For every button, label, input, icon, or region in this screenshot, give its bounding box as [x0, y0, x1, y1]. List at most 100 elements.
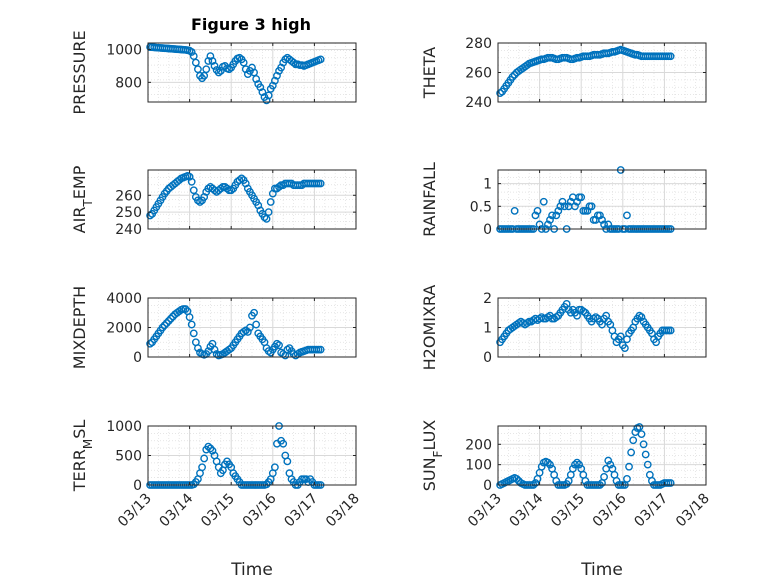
data-point	[531, 211, 540, 220]
y-tick-label: 200	[465, 437, 492, 453]
subplot-6: 0 1 2 H2OMIXRA	[420, 285, 707, 371]
data-series	[146, 171, 325, 223]
data-point	[510, 206, 519, 215]
data-point	[600, 472, 608, 481]
data-point	[181, 305, 190, 313]
data-point	[581, 477, 590, 485]
data-point	[214, 68, 223, 77]
data-point	[187, 320, 196, 329]
data-point	[160, 321, 169, 330]
y-tick-label: 250	[115, 205, 142, 221]
data-point	[237, 174, 246, 183]
data-point	[531, 479, 540, 487]
plot-area	[498, 170, 706, 229]
data-series	[146, 305, 325, 360]
y-tick-label: 1000	[106, 419, 142, 435]
data-point	[629, 436, 638, 445]
data-point	[512, 474, 521, 483]
data-point	[194, 65, 202, 74]
y-tick-label: 1	[483, 321, 492, 337]
y-tick-label: 0	[483, 478, 492, 494]
y-tick-label: 240	[115, 222, 142, 238]
y-tick-label: 2000	[106, 321, 142, 337]
data-point	[612, 477, 621, 485]
y-tick-label: 100	[465, 458, 492, 474]
data-point	[558, 197, 567, 206]
data-point	[637, 313, 646, 322]
axes-box	[497, 169, 707, 230]
data-point	[560, 202, 569, 211]
y-tick-label: 280	[465, 36, 492, 52]
y-tick-label: 0.5	[470, 199, 492, 215]
data-point	[235, 53, 244, 62]
y-axis-label: RAINFALL	[420, 162, 439, 237]
data-point	[666, 326, 675, 335]
data-point	[544, 220, 552, 229]
data-point	[204, 442, 213, 451]
y-axis-label: SUNFLUX	[420, 420, 445, 492]
plot-area	[498, 426, 706, 485]
data-point	[556, 202, 565, 211]
data-point	[575, 460, 584, 469]
data-point	[289, 58, 298, 67]
data-point	[643, 460, 652, 469]
data-point	[216, 66, 225, 75]
subplot-5: 0 2000 4000 MIXDEPTH	[70, 286, 357, 369]
y-axis-label: H2OMIXRA	[420, 285, 439, 371]
data-point	[604, 220, 613, 229]
y-tick-label: 0	[133, 350, 142, 366]
data-point	[316, 55, 325, 64]
subplot-4: 0 0.5 1 RAINFALL	[420, 162, 707, 238]
y-tick-label: 240	[465, 95, 492, 111]
data-point	[235, 176, 244, 185]
data-point	[264, 208, 273, 217]
y-axis-label: AIRTEMP	[70, 165, 95, 233]
data-point	[189, 52, 198, 61]
data-point	[210, 62, 219, 70]
data-point	[316, 179, 325, 188]
data-point	[250, 68, 258, 77]
data-point	[194, 344, 202, 353]
data-point	[623, 474, 631, 483]
data-point	[264, 91, 273, 100]
y-axis-label: TERRMSL	[70, 420, 95, 493]
data-point	[162, 319, 171, 327]
y-tick-label: 0	[133, 478, 142, 494]
data-point	[191, 58, 200, 67]
subplot-1: 800 1000 PRESSURE	[70, 30, 357, 115]
data-series	[496, 45, 675, 98]
axes-box	[147, 42, 357, 103]
data-point	[266, 198, 275, 206]
y-tick-label: 1000	[106, 43, 142, 59]
data-point	[583, 206, 592, 215]
data-point	[620, 344, 629, 353]
data-point	[598, 216, 606, 224]
data-point	[189, 186, 198, 195]
data-point	[250, 308, 258, 317]
data-point	[202, 65, 211, 74]
data-point	[243, 328, 252, 336]
data-point	[637, 430, 646, 439]
data-point	[554, 206, 563, 215]
data-point	[639, 440, 648, 449]
y-tick-label: 0	[483, 222, 492, 238]
data-point	[573, 458, 581, 467]
subplot-2: 240 260 280 THETA	[420, 36, 707, 111]
data-point	[225, 65, 234, 74]
data-point	[279, 439, 288, 448]
data-point	[270, 463, 279, 472]
data-point	[187, 177, 196, 186]
data-point	[546, 216, 554, 224]
data-point	[623, 211, 631, 220]
y-tick-label: 260	[115, 188, 142, 204]
data-point	[158, 323, 167, 332]
data-point	[544, 458, 552, 467]
x-axis-label: Time	[580, 560, 623, 580]
data-point	[573, 197, 581, 206]
data-point	[164, 316, 173, 325]
data-point	[166, 314, 175, 323]
data-point	[275, 341, 283, 350]
y-tick-label: 1	[483, 177, 492, 193]
data-point	[600, 220, 608, 229]
